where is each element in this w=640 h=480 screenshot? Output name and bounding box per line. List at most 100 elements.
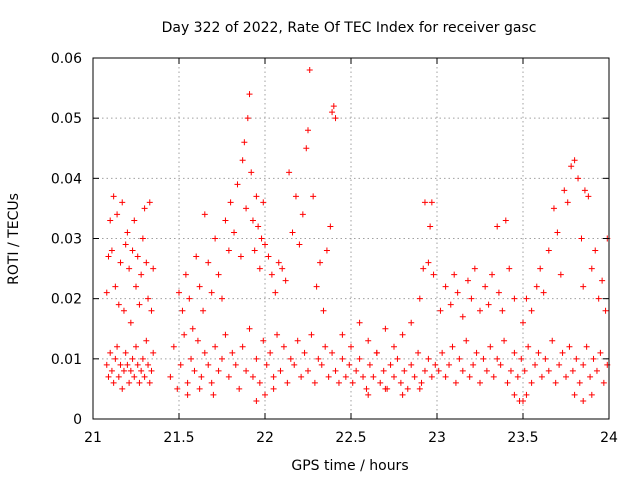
data-point <box>198 373 205 380</box>
data-point <box>196 283 203 290</box>
data-point <box>138 271 145 278</box>
data-point <box>131 217 138 224</box>
data-point <box>349 379 356 386</box>
data-point <box>370 373 377 380</box>
data-point <box>200 307 207 314</box>
data-point <box>215 367 222 374</box>
data-point <box>225 247 232 254</box>
data-point <box>317 259 324 266</box>
y-tick-label: 0.01 <box>51 352 82 368</box>
x-tick-label: 23.5 <box>507 430 538 446</box>
data-point <box>275 259 282 266</box>
data-point <box>291 361 298 368</box>
data-point <box>310 193 317 200</box>
data-point <box>263 361 270 368</box>
data-point <box>538 373 545 380</box>
data-point <box>542 355 549 362</box>
data-point <box>489 271 496 278</box>
data-point <box>456 355 463 362</box>
data-point <box>477 307 483 314</box>
data-point <box>437 307 444 314</box>
data-point <box>528 307 535 314</box>
data-point <box>181 331 188 338</box>
data-point <box>112 283 119 290</box>
data-point <box>170 343 177 350</box>
data-point <box>554 229 561 236</box>
data-point <box>243 205 250 212</box>
data-point <box>299 211 306 218</box>
data-point <box>590 355 597 362</box>
data-point <box>494 355 501 362</box>
data-point <box>212 343 219 350</box>
data-point <box>576 379 583 386</box>
data-point <box>313 283 320 290</box>
data-point <box>114 211 121 218</box>
data-point <box>356 355 363 362</box>
data-point <box>335 379 342 386</box>
data-point <box>253 193 260 200</box>
data-point <box>535 349 542 356</box>
x-tick-label: 21 <box>84 430 102 446</box>
data-point <box>494 223 501 230</box>
data-point <box>540 289 547 296</box>
data-point <box>244 115 251 122</box>
data-point <box>401 367 408 374</box>
data-point <box>133 283 139 290</box>
data-point <box>332 367 339 374</box>
data-point <box>205 259 212 266</box>
data-point <box>105 253 112 260</box>
data-point <box>504 379 511 386</box>
data-point <box>127 367 134 374</box>
data-point <box>573 355 580 362</box>
data-point <box>103 361 110 368</box>
data-point <box>327 223 334 230</box>
y-tick-label: 0.02 <box>51 292 82 308</box>
data-point <box>308 331 315 338</box>
data-point <box>320 307 327 314</box>
data-point <box>550 205 557 212</box>
data-point <box>427 223 434 230</box>
data-point <box>404 385 411 392</box>
data-point <box>110 379 117 386</box>
data-point <box>380 367 387 374</box>
data-point <box>141 205 148 212</box>
data-point <box>452 379 459 386</box>
data-point <box>270 373 277 380</box>
data-point <box>108 247 115 254</box>
data-point <box>411 373 418 380</box>
x-axis-label: GPS time / hours <box>291 458 408 474</box>
data-point <box>446 361 453 368</box>
data-point <box>115 373 122 380</box>
data-point <box>277 367 284 374</box>
data-point <box>280 343 287 350</box>
data-point <box>239 157 246 164</box>
data-point <box>451 271 458 278</box>
data-point <box>286 169 293 176</box>
data-point <box>432 361 439 368</box>
grid <box>93 58 609 419</box>
data-point <box>507 367 514 374</box>
data-point <box>107 349 114 356</box>
data-point <box>394 355 401 362</box>
data-point <box>521 367 528 374</box>
y-tick-label: 0.03 <box>51 232 82 248</box>
data-point <box>597 349 604 356</box>
data-point <box>305 127 311 134</box>
data-point <box>241 139 248 146</box>
data-point <box>561 187 568 194</box>
data-point <box>528 379 535 386</box>
data-point <box>303 145 310 152</box>
data-point <box>105 373 112 380</box>
data-point <box>387 361 394 368</box>
data-point <box>545 247 552 254</box>
data-point <box>122 349 129 356</box>
data-point <box>249 217 256 224</box>
data-point <box>592 247 599 254</box>
data-point <box>256 379 263 386</box>
data-point <box>533 283 540 290</box>
data-point <box>502 217 509 224</box>
data-point <box>425 259 432 266</box>
data-point <box>322 343 329 350</box>
data-point <box>243 367 250 374</box>
data-point <box>114 343 121 350</box>
